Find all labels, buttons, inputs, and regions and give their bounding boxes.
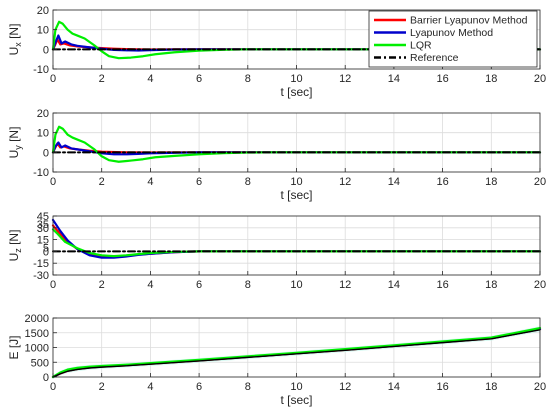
x-tick-label: 10 <box>290 279 302 291</box>
legend: Barrier Lyapunov Method Lyapunov MethodL… <box>368 10 538 68</box>
series-line-lqr <box>51 326 542 379</box>
x-tick-label: 10 <box>290 73 302 85</box>
x-tick-label: 4 <box>147 73 153 85</box>
y-tick-label: 5 <box>43 242 49 254</box>
x-tick-label: 18 <box>485 73 497 85</box>
y-tick-label: 1000 <box>25 343 49 355</box>
x-tick-label: 20 <box>534 279 546 291</box>
x-tick-label: 8 <box>245 73 251 85</box>
x-tick-label: 14 <box>388 279 400 291</box>
series-line-lqr <box>51 20 542 60</box>
x-tick-label: 18 <box>485 279 497 291</box>
x-tick-label: 16 <box>436 279 448 291</box>
y-tick-label: 20 <box>37 5 49 17</box>
y-tick-label: 0 <box>43 372 49 384</box>
x-tick-label: 20 <box>534 381 546 393</box>
x-tick-label: 20 <box>534 176 546 188</box>
x-tick-label: 12 <box>339 279 351 291</box>
x-tick-label: 6 <box>196 381 202 393</box>
y-tick-label: -10 <box>33 64 49 76</box>
y-tick-label: 0 <box>43 44 49 56</box>
x-tick-label: 18 <box>485 176 497 188</box>
y-tick-label: -10 <box>33 167 49 179</box>
x-tick-label: 18 <box>485 381 497 393</box>
y-tick-label: 500 <box>31 357 49 369</box>
x-axis-label: t [sec] <box>280 85 312 99</box>
y-tick-label: 2000 <box>25 313 49 325</box>
y-tick-label: -30 <box>33 270 49 282</box>
x-axis-label: t [sec] <box>280 188 312 202</box>
y-tick-label: 10 <box>37 128 49 140</box>
y-tick-label: -15 <box>33 258 49 270</box>
x-tick-label: 20 <box>534 73 546 85</box>
y-tick-label: 45 <box>37 211 49 223</box>
series-line-lqr <box>51 125 542 163</box>
x-tick-label: 2 <box>99 176 105 188</box>
y-axis-label: E [J] <box>7 335 21 359</box>
y-axis-label: Ux [N] <box>7 24 23 56</box>
x-tick-label: 6 <box>196 279 202 291</box>
x-tick-label: 0 <box>50 381 56 393</box>
x-tick-label: 0 <box>50 176 56 188</box>
y-tick-label: 35 <box>37 219 49 231</box>
y-tick-label: 20 <box>37 108 49 120</box>
x-tick-label: 8 <box>245 176 251 188</box>
x-tick-label: 10 <box>290 176 302 188</box>
x-tick-label: 16 <box>436 73 448 85</box>
y-tick-label: 0 <box>43 147 49 159</box>
x-axis-label: t [sec] <box>280 393 312 407</box>
x-tick-label: 4 <box>147 279 153 291</box>
x-tick-label: 14 <box>388 381 400 393</box>
x-tick-label: 0 <box>50 279 56 291</box>
y-tick-label: 15 <box>37 235 49 247</box>
x-tick-label: 6 <box>196 73 202 85</box>
x-tick-label: 2 <box>99 73 105 85</box>
legend-entry-label: LQR <box>410 40 432 52</box>
y-tick-label: 0 <box>43 246 49 258</box>
y-tick-label: 30 <box>37 223 49 235</box>
x-tick-label: 16 <box>436 176 448 188</box>
y-axis-label: Uy [N] <box>7 127 23 159</box>
legend-entry-label: Lyapunov Method <box>410 27 493 39</box>
x-tick-label: 8 <box>245 381 251 393</box>
x-tick-label: 12 <box>339 176 351 188</box>
legend-entry-label: Reference <box>410 52 459 64</box>
x-tick-label: 0 <box>50 73 56 85</box>
series-line-reference <box>52 329 541 378</box>
x-tick-label: 4 <box>147 176 153 188</box>
x-tick-label: 10 <box>290 381 302 393</box>
x-tick-label: 4 <box>147 381 153 393</box>
x-tick-label: 14 <box>388 176 400 188</box>
x-tick-label: 2 <box>99 381 105 393</box>
x-tick-label: 8 <box>245 279 251 291</box>
y-tick-label: 1500 <box>25 328 49 340</box>
x-tick-label: 12 <box>339 73 351 85</box>
y-axis-label: Uz [N] <box>7 230 23 262</box>
x-tick-label: 2 <box>99 279 105 291</box>
y-tick-label: 10 <box>37 25 49 37</box>
x-tick-label: 6 <box>196 176 202 188</box>
x-tick-label: 16 <box>436 381 448 393</box>
x-tick-label: 14 <box>388 73 400 85</box>
legend-entry-label: Barrier Lyapunov Method <box>410 15 528 27</box>
x-tick-label: 12 <box>339 381 351 393</box>
